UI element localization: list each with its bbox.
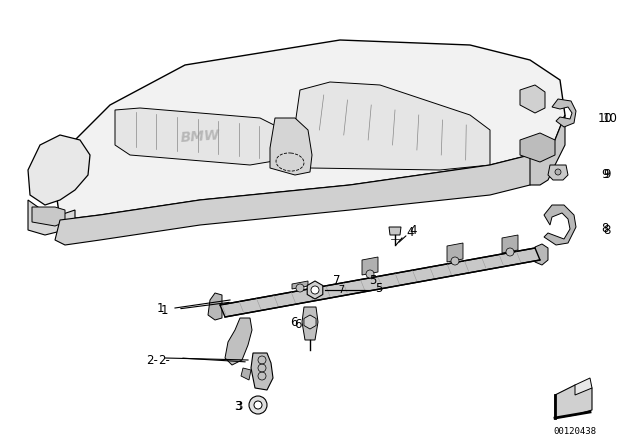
Text: 10: 10: [603, 112, 618, 125]
Polygon shape: [548, 165, 568, 180]
Polygon shape: [535, 244, 548, 265]
Text: 4: 4: [409, 224, 417, 237]
Text: 5: 5: [369, 274, 377, 287]
Circle shape: [366, 270, 374, 278]
Text: 1: 1: [160, 303, 168, 316]
Circle shape: [249, 396, 267, 414]
Text: —7—: —7—: [329, 285, 355, 295]
Text: 9: 9: [601, 168, 609, 181]
Polygon shape: [225, 318, 252, 365]
Polygon shape: [115, 108, 280, 165]
Text: 3: 3: [235, 400, 242, 413]
Polygon shape: [555, 385, 592, 418]
Circle shape: [451, 257, 459, 265]
Text: 5: 5: [375, 281, 382, 294]
Polygon shape: [552, 99, 576, 127]
Circle shape: [311, 286, 319, 294]
Polygon shape: [241, 368, 251, 380]
Text: 6: 6: [294, 319, 301, 332]
Polygon shape: [544, 205, 576, 245]
Polygon shape: [28, 200, 75, 235]
Text: 2-: 2-: [158, 353, 170, 366]
Circle shape: [506, 248, 514, 256]
Text: 9: 9: [603, 168, 611, 181]
Text: BMW: BMW: [180, 129, 220, 145]
Circle shape: [296, 284, 304, 292]
Polygon shape: [530, 115, 565, 185]
Circle shape: [254, 401, 262, 409]
Text: 8: 8: [603, 224, 611, 237]
Polygon shape: [28, 135, 90, 205]
Polygon shape: [295, 82, 490, 170]
Polygon shape: [575, 378, 592, 395]
Polygon shape: [520, 85, 545, 113]
Text: 2-: 2-: [146, 353, 158, 366]
Polygon shape: [32, 207, 65, 226]
Polygon shape: [55, 155, 540, 245]
Polygon shape: [251, 353, 273, 390]
Text: 7: 7: [333, 274, 340, 287]
Polygon shape: [302, 307, 318, 340]
Polygon shape: [270, 118, 312, 175]
Polygon shape: [220, 248, 540, 317]
Polygon shape: [208, 293, 222, 320]
Text: 6: 6: [291, 315, 298, 328]
Text: 1: 1: [156, 302, 164, 314]
Polygon shape: [362, 257, 378, 275]
Text: 10: 10: [598, 112, 612, 125]
Polygon shape: [55, 40, 565, 220]
Text: 00120438: 00120438: [554, 427, 596, 436]
Polygon shape: [292, 281, 308, 289]
Text: 4: 4: [406, 225, 413, 238]
Polygon shape: [520, 133, 555, 162]
Circle shape: [555, 169, 561, 175]
Polygon shape: [307, 281, 323, 299]
Polygon shape: [502, 235, 518, 253]
Polygon shape: [389, 227, 401, 235]
Text: 8: 8: [602, 221, 609, 234]
Polygon shape: [304, 315, 316, 329]
Text: 3: 3: [236, 400, 243, 413]
Polygon shape: [447, 243, 463, 262]
